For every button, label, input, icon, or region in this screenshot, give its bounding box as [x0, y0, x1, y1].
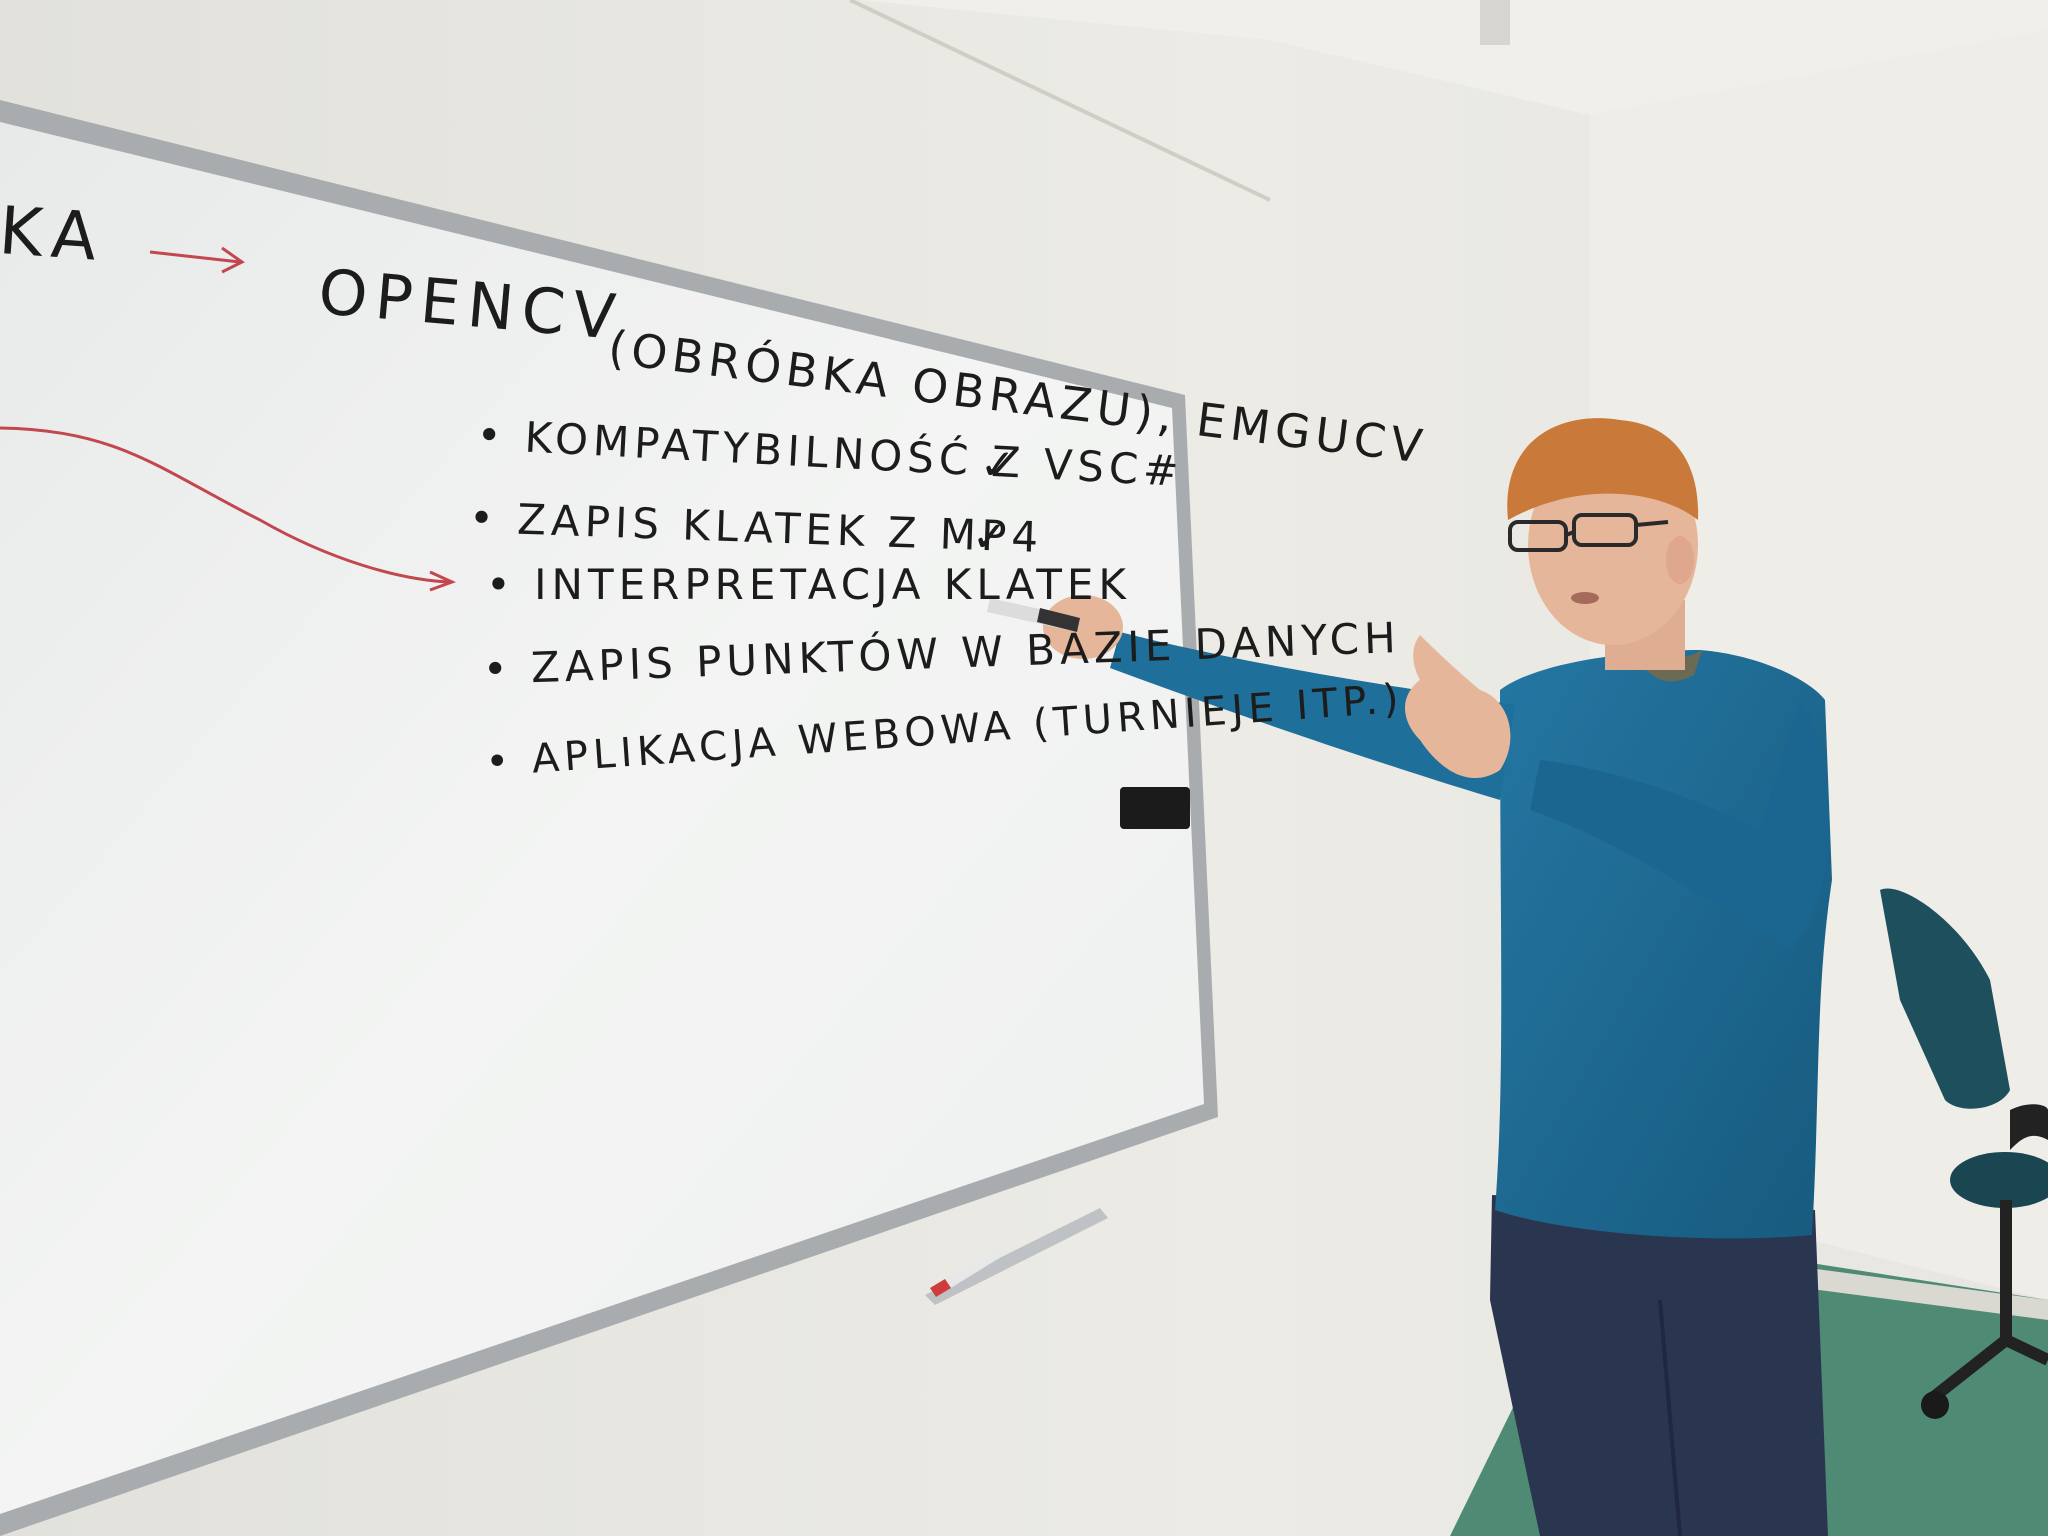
jeans	[1490, 1195, 1828, 1536]
ceiling-vent	[1480, 0, 1510, 45]
tray-marker	[930, 1245, 1006, 1297]
whiteboard-surface	[0, 122, 1204, 1514]
glasses	[1508, 513, 1669, 552]
red-arrow-short	[149, 246, 245, 274]
board-item-1-check: ✓	[980, 440, 1021, 489]
hair	[1507, 418, 1699, 520]
bullet: •	[484, 738, 516, 786]
board-item-3: • INTERPRETACJA KLATEK	[486, 560, 1131, 609]
pointing-hand	[1405, 635, 1511, 779]
ceiling	[860, 0, 2048, 115]
board-item-3-text: INTERPRETACJA KLATEK	[534, 560, 1131, 609]
eraser	[1120, 787, 1190, 829]
marker-hand	[1043, 595, 1123, 659]
board-left-fragment: KA	[0, 192, 110, 277]
marker-tray	[925, 1208, 1108, 1305]
bullet: •	[475, 410, 508, 461]
bullet: •	[468, 493, 500, 544]
bullet: •	[486, 560, 516, 609]
bent-arm	[1530, 700, 1829, 950]
board-item-2-check: ✓	[972, 512, 1013, 561]
pointing-arm	[1110, 632, 1515, 800]
office-chair	[1880, 888, 2048, 1419]
bullet: •	[482, 643, 514, 694]
ceiling-edge	[849, 0, 1271, 202]
red-arrow-curve	[0, 426, 451, 584]
red-arrow-head-1	[429, 570, 456, 592]
held-marker	[987, 598, 1080, 632]
presenter	[987, 418, 1832, 1536]
